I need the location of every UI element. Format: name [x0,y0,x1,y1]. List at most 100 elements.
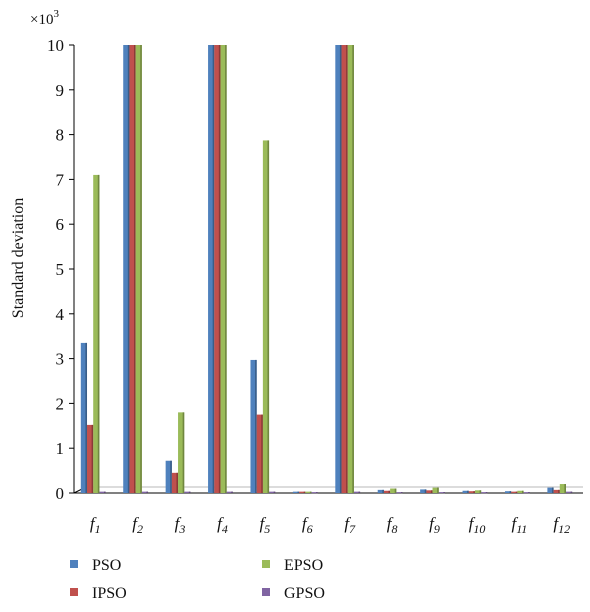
bar-pso-f6 [292,491,300,493]
x-category-label: f9 [429,514,440,536]
bar-shade-gpso-f9 [443,492,445,494]
bar-pso-f9 [420,489,427,493]
bar-shade-ipso-f2 [134,45,136,493]
bar-epso-f2 [135,45,142,493]
bar-gpso-f5 [269,491,276,493]
bar-shade-epso-f9 [437,487,439,493]
bar-pso-f11 [504,491,512,493]
bar-shade-ipso-f10 [473,491,475,493]
bar-pso-f2 [123,45,130,493]
bar-shade-pso-f11 [509,491,512,493]
bar-pso-f10 [462,490,469,493]
bar-shade-pso-f2 [127,45,130,493]
bar-shade-pso-f10 [467,490,469,493]
bar-epso-f7 [347,45,354,493]
bar-ipso-f6 [299,491,306,493]
bar-shade-epso-f8 [394,488,397,493]
bar-shade-pso-f1 [85,342,88,493]
x-category-label: f11 [511,514,527,536]
bars [80,45,573,494]
bar-shade-gpso-f2 [146,491,149,493]
bar-pso-f5 [250,359,257,493]
bar-shade-epso-f6 [309,491,312,493]
bar-ipso-f1 [87,424,94,493]
bar-gpso-f11 [523,492,530,494]
bar-gpso-f6 [311,492,318,494]
legend-swatch-ipso [70,588,78,596]
bar-gpso-f7 [353,491,361,493]
bar-shade-gpso-f7 [358,491,361,493]
bar-shade-pso-f4 [212,45,215,493]
legend-swatch-gpso [262,588,270,596]
bar-shade-pso-f9 [424,489,427,493]
bar-shade-epso-f10 [479,490,482,493]
bar-shade-gpso-f8 [400,492,403,494]
bar-shade-epso-f5 [267,140,270,493]
bar-gpso-f10 [481,492,488,494]
bar-pso-f1 [80,342,88,493]
bar-shade-ipso-f3 [176,472,179,493]
bar-shade-gpso-f5 [273,491,276,493]
bar-shade-pso-f6 [297,491,300,493]
x-category-label: f3 [175,514,186,536]
bar-epso-f10 [474,490,482,493]
x-category-label: f4 [217,514,228,536]
bar-shade-ipso-f4 [218,45,221,493]
bar-ipso-f12 [553,489,560,493]
bar-shade-ipso-f5 [261,414,263,493]
y-tick-label: 9 [56,81,65,100]
bar-shade-gpso-f1 [104,491,106,493]
x-category-label: f12 [553,514,570,536]
bar-pso-f12 [547,487,554,493]
bar-shade-gpso-f6 [316,492,318,494]
bar-shade-gpso-f12 [570,491,573,493]
bar-ipso-f8 [383,490,391,493]
bar-epso-f1 [93,174,100,494]
x-category-label: f2 [132,514,143,536]
bar-shade-ipso-f1 [91,424,94,493]
bar-gpso-f12 [565,491,573,493]
bar-shade-gpso-f4 [231,491,233,493]
bar-ipso-f11 [511,491,518,493]
y-tick-label: 2 [56,394,65,413]
y-multiplier-label: ×103 [30,8,59,28]
y-tick-label: 7 [56,170,65,189]
bar-epso-f5 [262,140,270,493]
bar-epso-f12 [559,484,566,493]
x-category-label: f6 [302,514,313,536]
bar-shade-epso-f2 [140,45,142,493]
y-tick-label: 3 [56,350,65,369]
y-tick-label: 8 [56,126,65,145]
bar-ipso-f10 [468,491,475,493]
legend-label-pso: PSO [92,557,121,574]
bar-shade-ipso-f11 [515,491,518,493]
bar-pso-f3 [165,460,172,493]
bar-shade-ipso-f12 [558,489,560,493]
x-category-label: f1 [90,514,101,536]
legend: PSO IPSO EPSO GPSO [70,557,325,602]
bar-epso-f6 [305,491,312,493]
y-tick-label: 4 [56,305,65,324]
y-tick-label: 5 [56,260,65,279]
legend-label-epso: EPSO [284,557,323,574]
bar-shade-pso-f12 [551,487,554,493]
bar-shade-pso-f8 [382,489,384,493]
bar-gpso-f9 [438,492,445,494]
bar-epso-f9 [432,487,439,493]
x-category-label: f7 [344,514,356,536]
bar-ipso-f2 [129,45,136,493]
legend-swatch-pso [70,560,78,568]
y-tick-labels: 0 1 2 3 4 5 6 7 8 9 10 [47,36,74,503]
bar-shade-epso-f11 [521,490,524,493]
bar-shade-ipso-f6 [303,491,306,493]
bar-shade-epso-f3 [182,412,185,493]
legend-label-ipso: IPSO [92,585,127,602]
bar-pso-f8 [377,489,384,493]
bar-shade-pso-f3 [170,460,172,493]
y-tick-label: 1 [56,439,65,458]
bar-ipso-f9 [426,490,433,493]
bar-gpso-f3 [184,491,191,493]
x-category-label: f8 [387,514,398,536]
